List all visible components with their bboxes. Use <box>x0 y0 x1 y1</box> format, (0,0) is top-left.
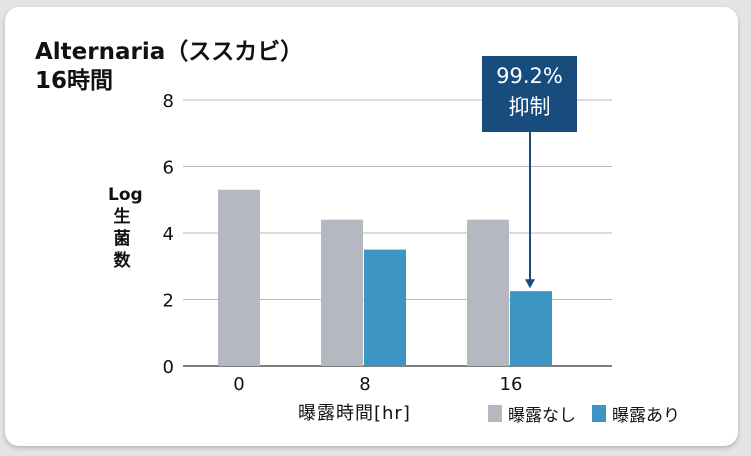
legend: 曝露なし 曝露あり <box>488 401 696 426</box>
y-tick-label: 4 <box>163 224 174 245</box>
callout-text: 抑制 <box>508 95 551 119</box>
y-axis-label: Log 生 菌 数 <box>108 184 143 272</box>
legend-label-none: 曝露なし <box>508 406 576 426</box>
reduction-callout: 99.2% 抑制 <box>482 56 577 132</box>
chart-card <box>5 7 738 446</box>
bar-exposed-8 <box>364 249 406 366</box>
y-tick-label: 2 <box>163 291 174 312</box>
y-tick-label: 6 <box>163 158 174 179</box>
title-line-1: Alternaria（ススカビ） <box>35 39 304 65</box>
legend-swatch-none <box>488 405 502 422</box>
bar-none-16 <box>467 219 509 366</box>
bar-exposed-16 <box>510 291 552 366</box>
x-tick-label: 8 <box>359 374 370 395</box>
x-tick-label: 16 <box>500 374 523 395</box>
chart-title: Alternaria（ススカビ） 16時間 <box>35 38 303 96</box>
callout-value: 99.2% <box>496 64 563 88</box>
y-axis-label-1: 生 <box>113 207 131 227</box>
y-tick-label: 8 <box>163 91 174 112</box>
x-tick-label: 0 <box>233 374 244 395</box>
y-axis-label-3: 数 <box>113 251 131 271</box>
bar-none-0 <box>218 189 260 366</box>
y-tick-label: 0 <box>163 357 174 378</box>
legend-item-none: 曝露なし <box>488 401 576 426</box>
x-axis-label: 曝露時間[hr] <box>298 403 411 424</box>
bar-none-8 <box>321 219 363 366</box>
title-line-2: 16時間 <box>35 68 114 94</box>
y-axis-label-0: Log <box>108 185 143 205</box>
callout-arrow-head <box>525 279 535 289</box>
legend-item-exposed: 曝露あり <box>592 401 680 426</box>
y-axis-label-2: 菌 <box>113 229 131 249</box>
legend-swatch-exposed <box>592 405 606 422</box>
legend-label-exposed: 曝露あり <box>612 406 680 426</box>
